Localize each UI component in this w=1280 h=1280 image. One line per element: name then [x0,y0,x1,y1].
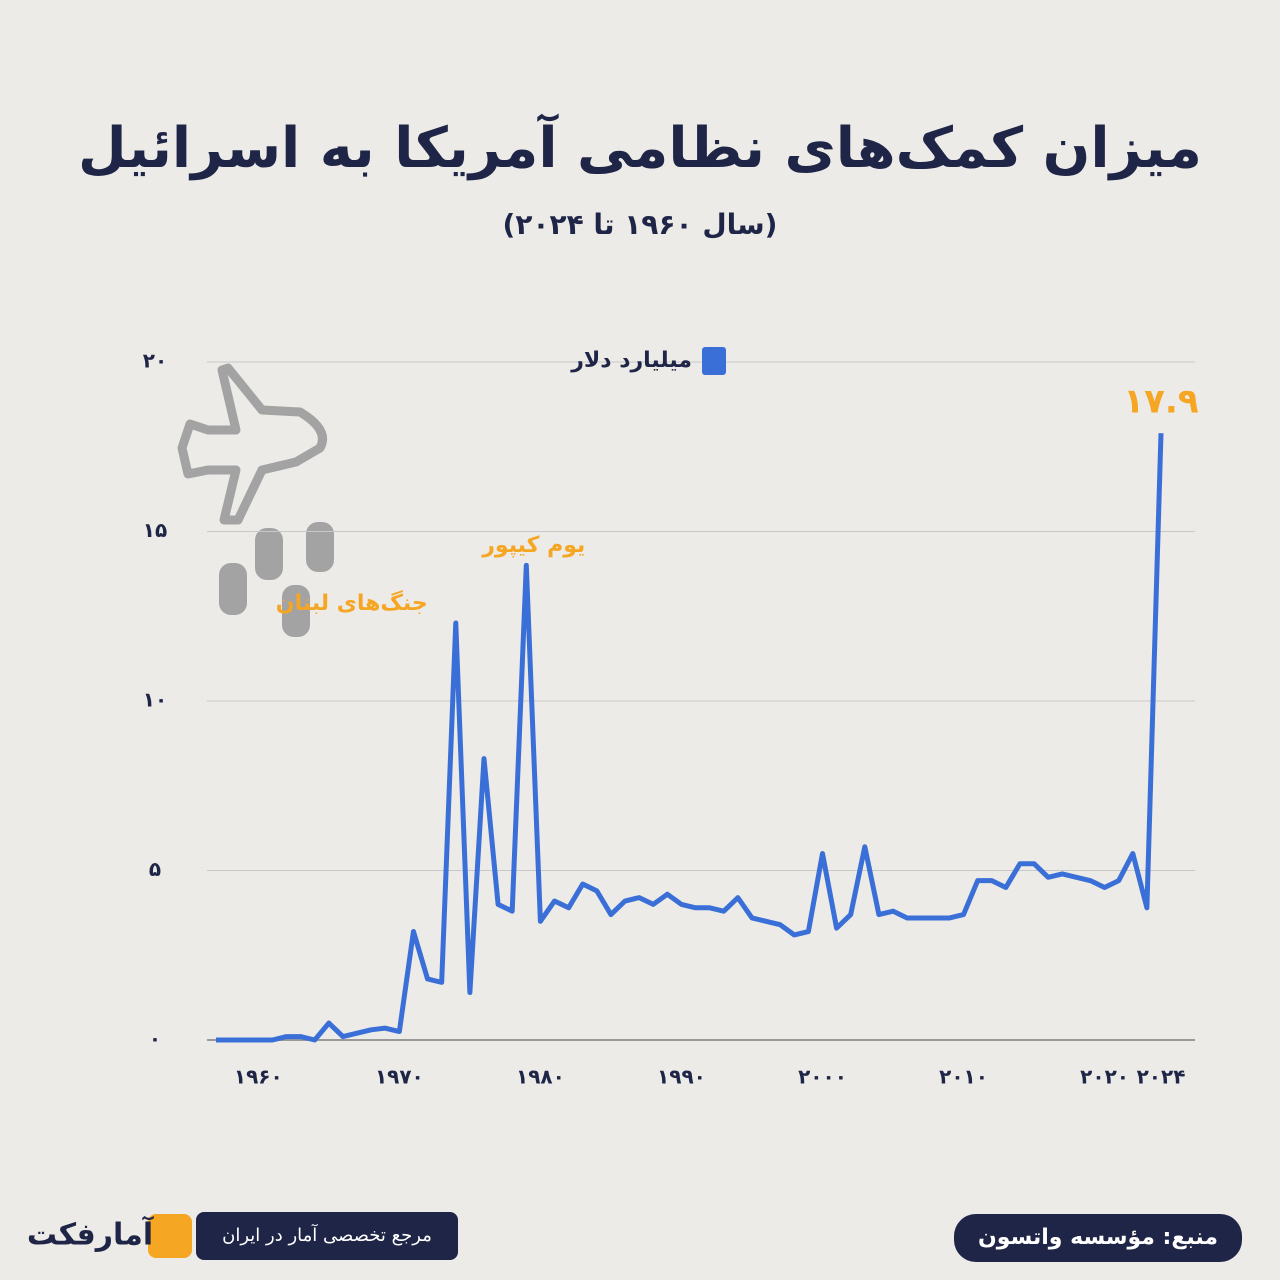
chart-title: میزان کمک‌های نظامی آمریکا به اسرائیل [78,113,1202,181]
y-tick-label: ۲۰ [143,349,167,373]
x-tick-label: ۲۰۲۴ [1137,1065,1186,1089]
y-tick-label: ۵ [149,857,161,881]
y-tick-label: ۱۵ [143,518,167,542]
brand-logo: آمارفکت [27,1214,192,1258]
x-tick-label: ۲۰۲۰ [1080,1065,1129,1089]
source-box [954,1214,1242,1262]
source: منبع: مؤسسه واتسون [978,1225,1218,1250]
y-tick-label: ۱۰ [143,688,167,712]
tagline: مرجع تخصصی آمار در ایران [222,1223,432,1246]
x-tick-label: ۱۹۸۰ [516,1065,565,1089]
y-tick-label: ۰ [149,1027,161,1051]
tagline-box [196,1212,458,1260]
x-tick-label: ۲۰۰۰ [798,1065,847,1089]
x-tick-label: ۱۹۶۰ [234,1065,283,1089]
annotation: جنگ‌های لبنان [276,589,428,616]
x-tick-label: ۱۹۹۰ [657,1065,706,1089]
plane-icon [177,363,327,525]
bomb-icons [219,522,334,637]
legend-swatch [702,347,726,375]
value-label: ۱۷.۹ [1123,382,1198,422]
data-line [216,433,1164,1043]
chart-subtitle: (سال ۱۹۶۰ تا ۲۰۲۴) [503,208,778,241]
brand-name: آمارفکت [27,1216,154,1253]
x-tick-label: ۱۹۷۰ [375,1065,424,1089]
legend-label: میلیارد دلار [570,348,692,373]
x-tick-label: ۲۰۱۰ [939,1065,988,1089]
annotation: یوم کیپور [481,533,585,558]
